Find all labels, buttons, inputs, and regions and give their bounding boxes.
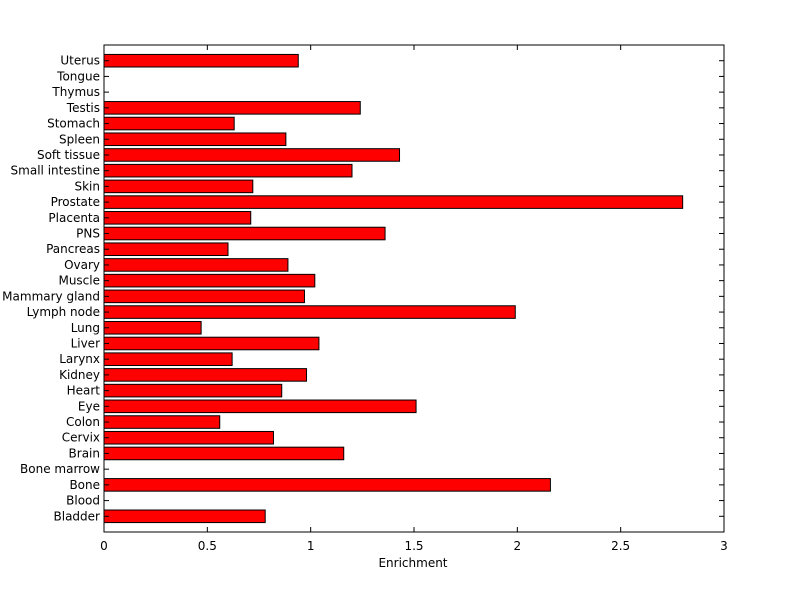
y-tick-label: Skin [74, 179, 100, 193]
y-tick-label: Lung [71, 321, 100, 335]
bar-lung [103, 320, 202, 335]
y-tick-label: Bone marrow [20, 462, 100, 476]
bar-ovary [103, 258, 289, 272]
bar-placenta [103, 211, 252, 225]
y-tick-label: Tongue [56, 69, 100, 83]
y-tick-label: Bone [69, 478, 100, 492]
x-tick-label: 3 [720, 539, 728, 553]
bar-brain [103, 446, 345, 461]
y-tick-label: Muscle [58, 274, 100, 288]
y-tick-label: Uterus [60, 54, 100, 68]
y-tick-label: Kidney [59, 368, 100, 382]
y-tick-label: Small intestine [11, 164, 100, 178]
y-tick-label: Placenta [48, 211, 100, 225]
bar-prostate [103, 195, 684, 209]
y-tick-label: Blood [66, 494, 100, 508]
bar-spleen [103, 132, 287, 147]
bar-eye [103, 399, 417, 414]
y-tick-label: Lymph node [27, 305, 100, 319]
bar-pancreas [103, 242, 229, 257]
y-tick-label: Thymus [51, 85, 100, 99]
bar-colon [103, 415, 221, 429]
bar-kidney [103, 368, 308, 382]
bar-cervix [103, 430, 274, 445]
y-tick-label: Liver [71, 336, 101, 350]
bar-bladder [103, 509, 266, 524]
bar-lymph-node [103, 305, 516, 319]
x-tick-label: 0 [100, 539, 108, 553]
y-tick-label: Colon [66, 415, 100, 429]
bar-uterus [103, 53, 299, 68]
x-tick-label: 2 [514, 539, 522, 553]
x-tick-label: 0.5 [198, 539, 217, 553]
y-tick-label: Eye [78, 399, 100, 413]
y-tick-label: Spleen [59, 132, 100, 146]
bar-mammary-gland [103, 289, 305, 304]
y-tick-label: Heart [67, 384, 101, 398]
ticks-group [103, 45, 725, 532]
y-tick-label: Prostate [51, 195, 100, 209]
x-tick-label: 2.5 [611, 539, 630, 553]
plot-frame [103, 44, 725, 533]
y-tick-label: Stomach [47, 117, 100, 131]
y-tick-label: Larynx [59, 352, 100, 366]
x-axis-label: Enrichment [378, 556, 447, 570]
y-tick-label: Brain [69, 446, 100, 460]
bar-liver [103, 336, 320, 351]
x-tick-label: 1.5 [404, 539, 423, 553]
bar-small-intestine [103, 163, 353, 178]
x-tick-label: 1 [307, 539, 315, 553]
y-tick-label: Testis [66, 101, 100, 115]
bar-stomach [103, 116, 235, 131]
bar-testis [103, 101, 361, 115]
bar-muscle [103, 273, 316, 288]
y-tick-label: PNS [76, 227, 100, 241]
bar-heart [103, 383, 283, 398]
x-tick-labels: 0 0.5 1 1.5 2 2.5 3 [100, 539, 728, 553]
y-tick-label: Soft tissue [37, 148, 100, 162]
y-tick-label: Cervix [62, 431, 100, 445]
bar-bone [103, 478, 551, 492]
bar-skin [103, 179, 254, 194]
y-tick-label: Bladder [54, 509, 101, 523]
bar-soft-tissue [103, 148, 401, 162]
y-tick-label: Ovary [64, 258, 100, 272]
y-tick-label: Pancreas [46, 242, 100, 256]
y-tick-label: Mammary gland [2, 289, 100, 303]
bar-larynx [103, 352, 233, 366]
bar-pns [103, 226, 386, 241]
